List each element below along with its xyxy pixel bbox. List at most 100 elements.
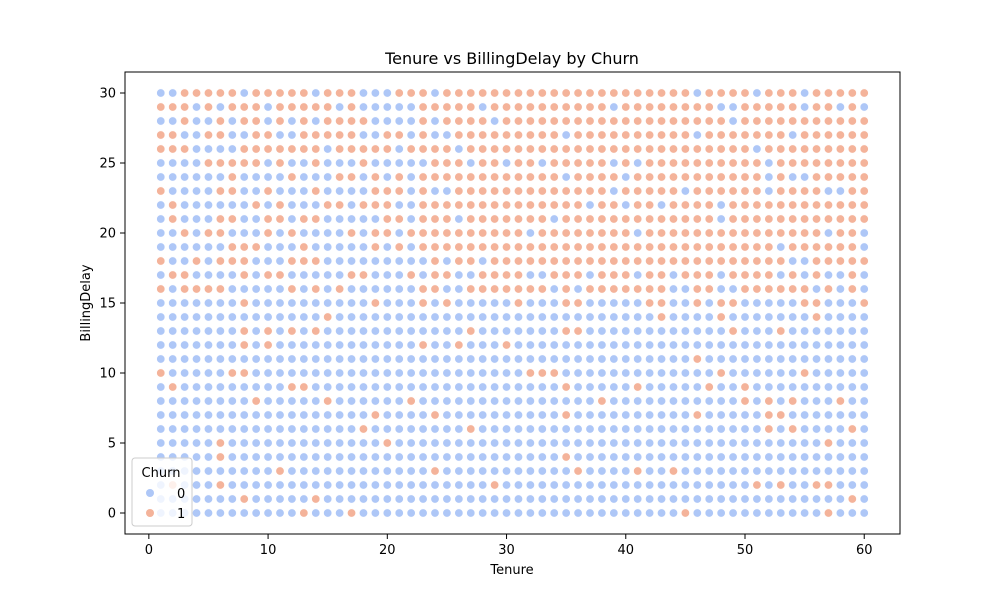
point-churn-0 xyxy=(299,438,309,448)
point-churn-0 xyxy=(847,312,857,322)
point-churn-1 xyxy=(549,158,559,168)
point-churn-1 xyxy=(490,214,500,224)
point-churn-0 xyxy=(478,312,488,322)
point-churn-1 xyxy=(800,116,810,126)
point-churn-1 xyxy=(597,242,607,252)
point-churn-0 xyxy=(645,466,655,476)
point-churn-0 xyxy=(680,410,690,420)
point-churn-1 xyxy=(442,172,452,182)
point-churn-1 xyxy=(430,410,440,420)
point-churn-1 xyxy=(800,228,810,238)
point-churn-0 xyxy=(502,354,512,364)
point-churn-1 xyxy=(633,130,643,140)
point-churn-0 xyxy=(680,186,690,196)
point-churn-0 xyxy=(442,494,452,504)
point-churn-1 xyxy=(478,200,488,210)
point-churn-0 xyxy=(406,284,416,294)
point-churn-1 xyxy=(513,172,523,182)
point-churn-1 xyxy=(823,438,833,448)
point-churn-1 xyxy=(812,102,822,112)
point-churn-0 xyxy=(513,424,523,434)
point-churn-0 xyxy=(525,228,535,238)
point-churn-0 xyxy=(716,508,726,518)
point-churn-1 xyxy=(454,158,464,168)
point-churn-0 xyxy=(454,382,464,392)
point-churn-0 xyxy=(311,116,321,126)
point-churn-1 xyxy=(823,200,833,210)
point-churn-0 xyxy=(299,172,309,182)
point-churn-1 xyxy=(418,172,428,182)
point-churn-1 xyxy=(347,144,357,154)
point-churn-0 xyxy=(680,424,690,434)
point-churn-1 xyxy=(728,200,738,210)
point-churn-0 xyxy=(573,508,583,518)
point-churn-1 xyxy=(490,256,500,266)
point-churn-1 xyxy=(156,256,166,266)
point-churn-0 xyxy=(716,382,726,392)
point-churn-1 xyxy=(668,214,678,224)
point-churn-0 xyxy=(788,130,798,140)
point-churn-0 xyxy=(633,158,643,168)
point-churn-0 xyxy=(358,172,368,182)
point-churn-1 xyxy=(490,186,500,196)
point-churn-0 xyxy=(406,326,416,336)
point-churn-1 xyxy=(370,172,380,182)
point-churn-0 xyxy=(835,452,845,462)
point-churn-0 xyxy=(406,312,416,322)
point-churn-1 xyxy=(513,186,523,196)
point-churn-1 xyxy=(692,256,702,266)
point-churn-1 xyxy=(823,158,833,168)
point-churn-0 xyxy=(275,284,285,294)
point-churn-1 xyxy=(311,256,321,266)
point-churn-0 xyxy=(382,256,392,266)
point-churn-0 xyxy=(525,270,535,280)
point-churn-1 xyxy=(645,298,655,308)
point-churn-0 xyxy=(621,508,631,518)
point-churn-1 xyxy=(418,186,428,196)
point-churn-1 xyxy=(263,130,273,140)
point-churn-0 xyxy=(358,368,368,378)
point-churn-0 xyxy=(716,284,726,294)
point-churn-0 xyxy=(227,144,237,154)
point-churn-0 xyxy=(406,242,416,252)
point-churn-1 xyxy=(180,102,190,112)
point-churn-1 xyxy=(537,256,547,266)
point-churn-0 xyxy=(406,340,416,350)
point-churn-0 xyxy=(704,354,714,364)
point-churn-0 xyxy=(442,452,452,462)
point-churn-0 xyxy=(585,508,595,518)
point-churn-1 xyxy=(668,228,678,238)
point-churn-1 xyxy=(800,144,810,154)
legend-marker-0 xyxy=(146,489,154,497)
point-churn-0 xyxy=(704,312,714,322)
point-churn-1 xyxy=(490,480,500,490)
point-churn-1 xyxy=(227,102,237,112)
point-churn-0 xyxy=(275,494,285,504)
point-churn-0 xyxy=(370,214,380,224)
point-churn-1 xyxy=(239,256,249,266)
point-churn-1 xyxy=(513,270,523,280)
point-churn-1 xyxy=(490,172,500,182)
point-churn-0 xyxy=(203,382,213,392)
point-churn-1 xyxy=(764,116,774,126)
point-churn-1 xyxy=(752,228,762,238)
point-churn-1 xyxy=(835,130,845,140)
point-churn-1 xyxy=(525,116,535,126)
point-churn-0 xyxy=(823,382,833,392)
point-churn-0 xyxy=(585,326,595,336)
point-churn-1 xyxy=(418,340,428,350)
point-churn-0 xyxy=(323,186,333,196)
point-churn-0 xyxy=(347,452,357,462)
point-churn-0 xyxy=(740,466,750,476)
point-churn-0 xyxy=(156,312,166,322)
point-churn-0 xyxy=(323,172,333,182)
point-churn-0 xyxy=(251,438,261,448)
point-churn-0 xyxy=(406,508,416,518)
point-churn-0 xyxy=(585,382,595,392)
point-churn-0 xyxy=(335,102,345,112)
point-churn-0 xyxy=(704,452,714,462)
point-churn-1 xyxy=(716,144,726,154)
point-churn-0 xyxy=(406,186,416,196)
point-churn-0 xyxy=(752,340,762,350)
point-churn-1 xyxy=(454,130,464,140)
